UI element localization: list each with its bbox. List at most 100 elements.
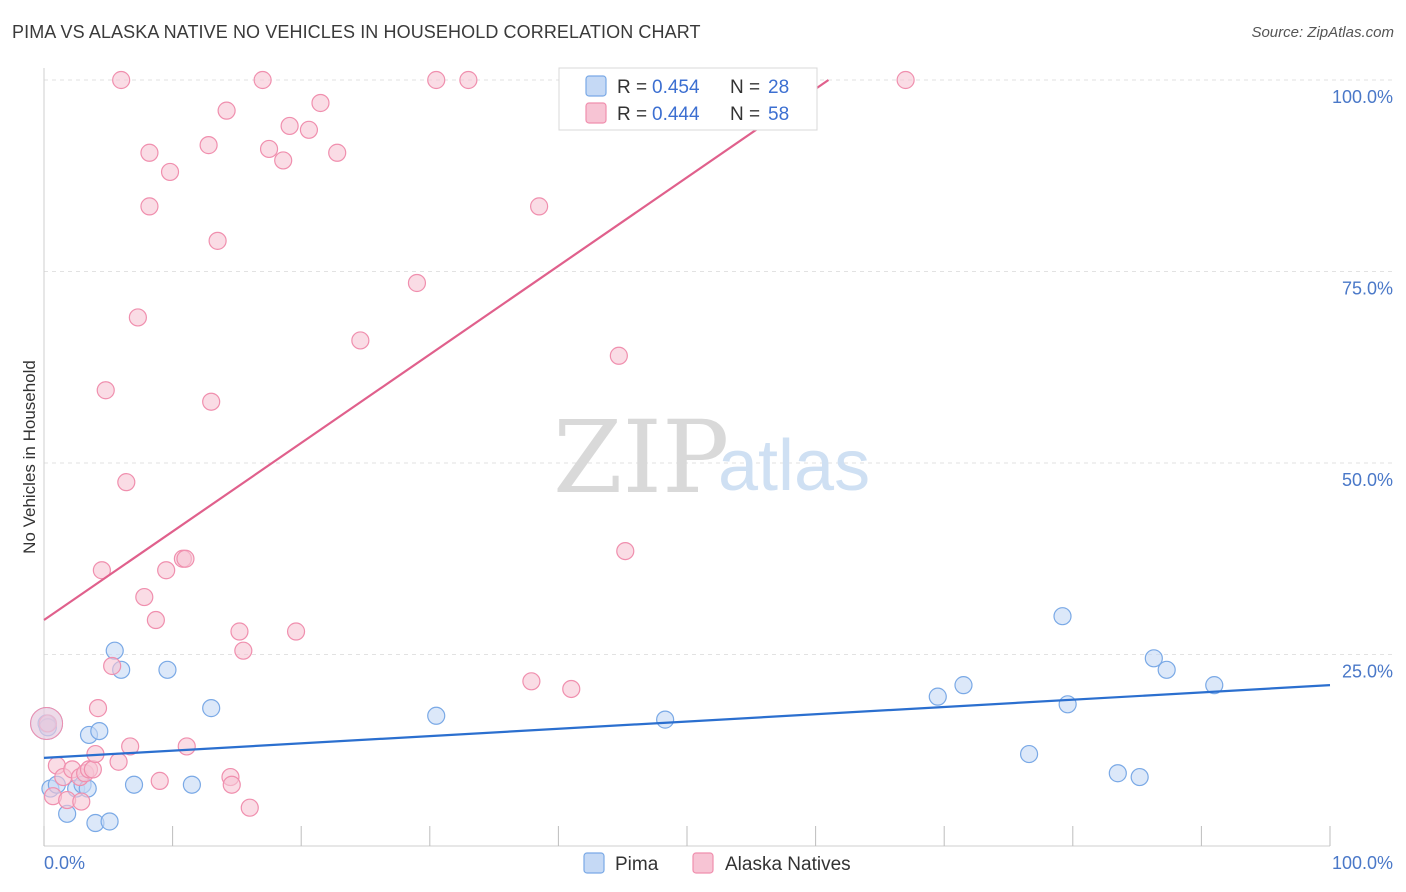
pima-point-26 bbox=[1130, 767, 1149, 787]
pima-point-16 bbox=[182, 775, 201, 794]
alaska-point-25 bbox=[157, 561, 176, 580]
alaska-point-33 bbox=[217, 101, 236, 120]
chart-title: PIMA VS ALASKA NATIVE NO VEHICLES IN HOU… bbox=[12, 22, 701, 42]
alaska-point-30 bbox=[199, 136, 218, 155]
pima-point-28 bbox=[1157, 660, 1176, 679]
gridlines bbox=[44, 79, 1392, 655]
x-tick-label-right: 100.0% bbox=[1332, 853, 1393, 873]
y-tick-label-2: 50.0% bbox=[1342, 470, 1393, 490]
pima-point-21 bbox=[954, 676, 973, 695]
x-tick-label-left: 0.0% bbox=[44, 853, 85, 873]
alaska-point-20 bbox=[135, 587, 154, 607]
pima-trend-line bbox=[43, 684, 1331, 760]
alaska-point-47 bbox=[351, 331, 370, 350]
alaska-point-22 bbox=[140, 197, 159, 216]
pima-point-27 bbox=[1144, 649, 1163, 668]
alaska-point-23 bbox=[146, 610, 165, 630]
alaska-point-17 bbox=[117, 473, 136, 492]
alaska-point-54 bbox=[609, 346, 628, 365]
pima-point-17 bbox=[202, 699, 221, 718]
alaska-point-29 bbox=[177, 737, 196, 756]
watermark: ZIP atlas bbox=[553, 399, 870, 516]
y-tick-label-3: 25.0% bbox=[1342, 662, 1393, 682]
legend-r-value-alaska: 0.444 bbox=[652, 104, 700, 125]
source-credit: Source: ZipAtlas.com bbox=[1251, 24, 1394, 41]
legend-swatch-pima bbox=[585, 75, 607, 97]
alaska-point-24 bbox=[150, 771, 169, 790]
alaska-point-38 bbox=[240, 798, 259, 817]
pima-point-29 bbox=[1205, 676, 1224, 695]
pima-point-20 bbox=[928, 687, 947, 706]
data-points bbox=[30, 70, 1224, 833]
y-axis-label: No Vehicles in Household bbox=[20, 360, 39, 554]
alaska-point-15 bbox=[103, 656, 122, 676]
pima-point-10 bbox=[90, 721, 109, 741]
alaska-point-10 bbox=[83, 760, 102, 779]
alaska-point-50 bbox=[459, 70, 478, 90]
alaska-point-55 bbox=[616, 541, 635, 561]
watermark-zip: ZIP bbox=[553, 399, 729, 516]
alaska-point-18 bbox=[121, 737, 140, 756]
pima-point-25 bbox=[1108, 764, 1127, 783]
legend-r-label-pima: R = bbox=[617, 77, 647, 98]
pima-point-15 bbox=[158, 660, 177, 679]
alaska-point-12 bbox=[88, 699, 108, 718]
alaska-point-21 bbox=[140, 143, 159, 162]
bottom-legend-swatch-pima bbox=[583, 852, 605, 874]
alaska-point-40 bbox=[259, 139, 279, 159]
y-tick-label-1: 75.0% bbox=[1342, 279, 1393, 299]
alaska-point-35 bbox=[222, 775, 241, 794]
y-tick-label-0: 100.0% bbox=[1332, 87, 1393, 107]
alaska-point-52 bbox=[530, 197, 549, 216]
legend-n-label-pima: N = bbox=[730, 77, 760, 98]
legend-swatch-alaska bbox=[585, 102, 607, 124]
bottom-legend-swatch-alaska bbox=[692, 852, 714, 874]
legend-n-value-pima: 28 bbox=[768, 77, 789, 98]
legend-r-label-alaska: R = bbox=[617, 104, 647, 125]
pima-point-22 bbox=[1019, 744, 1039, 764]
alaska-point-44 bbox=[299, 120, 319, 139]
alaska-point-45 bbox=[311, 93, 330, 113]
y-tick-labels: 100.0% 75.0% 50.0% 25.0% bbox=[1332, 87, 1393, 682]
alaska-point-43 bbox=[286, 622, 306, 641]
alaska-point-16 bbox=[109, 752, 128, 771]
pima-point-19 bbox=[656, 710, 675, 729]
alaska-point-37 bbox=[234, 641, 253, 660]
alaska-point-36 bbox=[230, 622, 249, 641]
legend-r-value-pima: 0.454 bbox=[652, 77, 700, 98]
alaska-point-57 bbox=[112, 70, 131, 90]
pima-point-18 bbox=[427, 706, 446, 725]
bottom-legend-label-pima: Pima bbox=[615, 854, 659, 875]
bottom-legend: Pima Alaska Natives bbox=[583, 852, 851, 875]
trend-lines bbox=[43, 79, 1331, 760]
alaska-point-53 bbox=[562, 679, 581, 699]
pima-point-12 bbox=[105, 641, 124, 660]
alaska-point-32 bbox=[208, 231, 227, 250]
legend: R = 0.454 N = 28 R = 0.444 N = 58 bbox=[558, 67, 818, 131]
alaska-point-26 bbox=[160, 162, 180, 182]
alaska-point-49 bbox=[427, 70, 446, 90]
alaska-point-19 bbox=[128, 308, 147, 327]
alaska-point-13 bbox=[92, 561, 111, 580]
pima-point-11 bbox=[100, 812, 119, 831]
alaska-point-48 bbox=[407, 273, 427, 293]
watermark-atlas: atlas bbox=[718, 426, 870, 506]
alaska-point-46 bbox=[328, 143, 347, 162]
cluster-marker-1 bbox=[30, 706, 64, 740]
alaska-point-31 bbox=[202, 392, 221, 411]
alaska-point-39 bbox=[253, 70, 272, 90]
pima-point-24 bbox=[1058, 695, 1077, 714]
alaska-point-28 bbox=[176, 549, 195, 568]
alaska-point-14 bbox=[96, 381, 115, 400]
alaska-point-42 bbox=[280, 116, 299, 136]
axes bbox=[43, 68, 1331, 847]
bottom-legend-label-alaska: Alaska Natives bbox=[725, 854, 851, 875]
alaska-point-7 bbox=[72, 792, 91, 811]
alaska-point-56 bbox=[896, 70, 915, 90]
legend-n-label-alaska: N = bbox=[730, 104, 760, 125]
pima-point-14 bbox=[124, 775, 144, 794]
alaska-point-51 bbox=[522, 672, 541, 691]
legend-n-value-alaska: 58 bbox=[768, 104, 789, 125]
alaska-point-0 bbox=[38, 714, 57, 733]
